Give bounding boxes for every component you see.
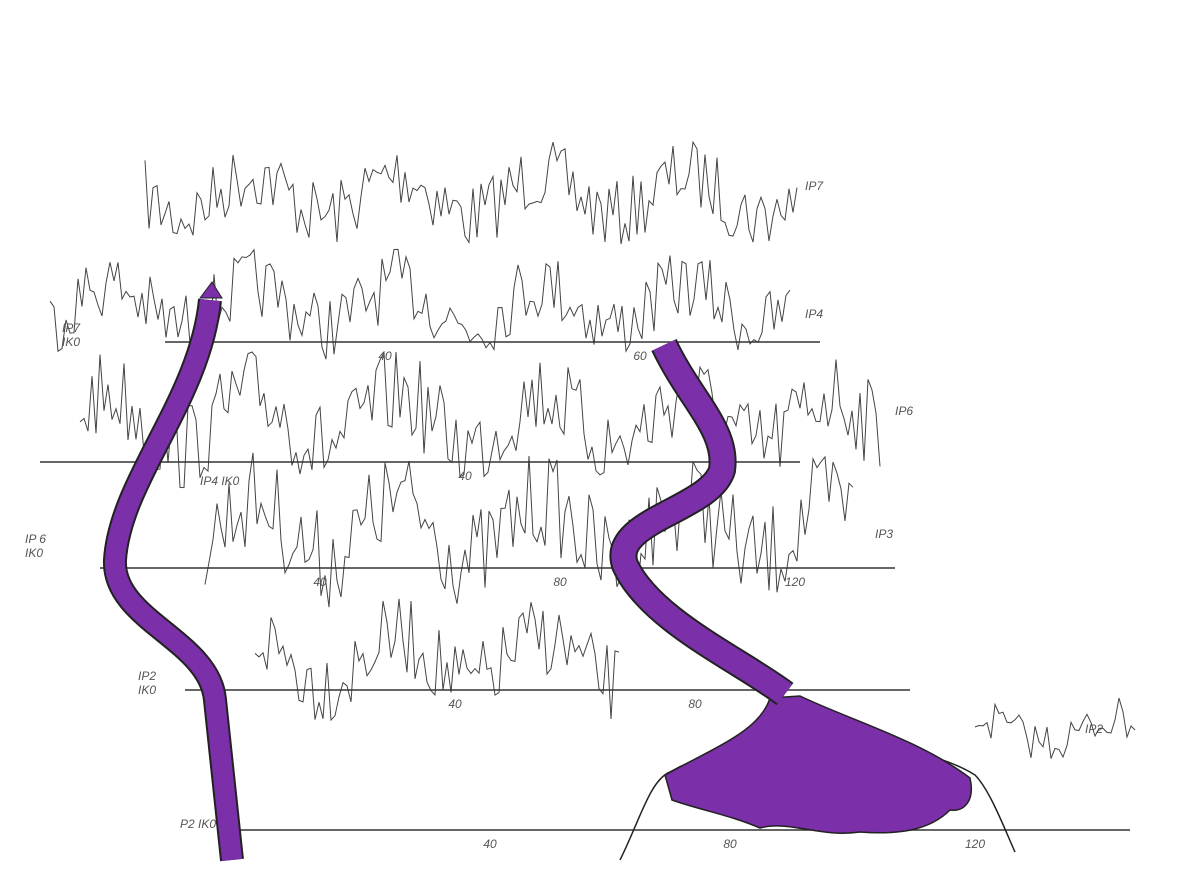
- trace-label: IP7: [805, 179, 824, 193]
- tick-label: 40: [458, 469, 472, 483]
- trace-label: IP4: [805, 307, 823, 321]
- baseline-label: IP4 IK0: [200, 474, 240, 488]
- tick-label: 120: [785, 575, 805, 589]
- baseline-label: P2 IK0: [180, 817, 216, 831]
- baseline-label: IP7: [62, 321, 81, 335]
- tick-label: 80: [553, 575, 567, 589]
- tick-label: 80: [723, 837, 737, 851]
- tick-label: 60: [633, 349, 647, 363]
- page: IP7IP4IP6IP3IP2IP7IK04060IP4 IK040IP 6IK…: [0, 0, 1192, 868]
- tick-label: 40: [313, 575, 327, 589]
- tick-label: 120: [965, 837, 985, 851]
- tick-label: 80: [688, 697, 702, 711]
- baseline-label: IK0: [138, 683, 156, 697]
- baseline-label: IP2: [138, 669, 156, 683]
- baseline-label: IP 6: [25, 532, 46, 546]
- tick-label: 40: [483, 837, 497, 851]
- trace-label: IP3: [875, 527, 893, 541]
- tick-label: 40: [448, 697, 462, 711]
- baseline-label: IK0: [62, 335, 80, 349]
- trace-label: IP6: [895, 404, 913, 418]
- baseline-label: IK0: [25, 546, 43, 560]
- background: [0, 0, 1192, 868]
- tick-label: 40: [378, 349, 392, 363]
